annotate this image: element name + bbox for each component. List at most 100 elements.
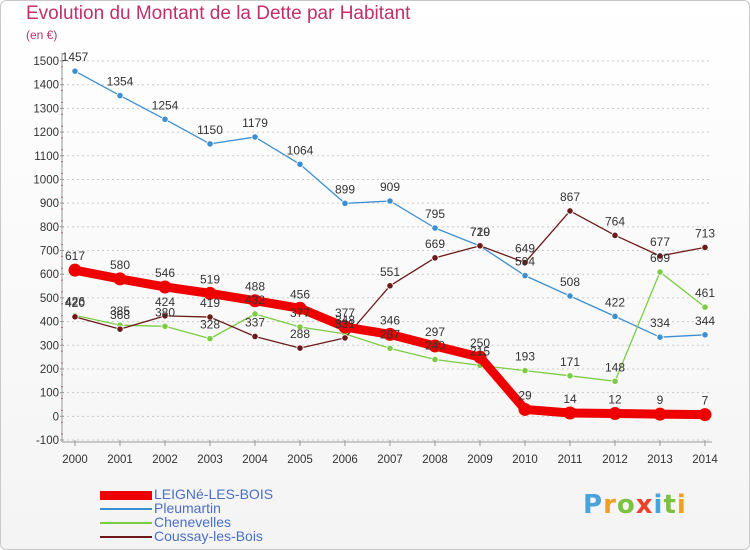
legend-swatch	[100, 508, 152, 510]
data-point	[431, 254, 439, 262]
data-point	[161, 312, 169, 320]
data-label: 456	[290, 287, 310, 301]
data-point	[563, 406, 577, 420]
data-label: 713	[695, 226, 715, 240]
data-point	[158, 280, 172, 294]
data-point	[611, 231, 619, 239]
data-label: 215	[470, 344, 490, 358]
x-tick-label: 2012	[602, 454, 628, 466]
x-tick-label: 2010	[512, 454, 538, 466]
data-label: 424	[155, 295, 175, 309]
x-tick-label: 2001	[107, 454, 133, 466]
data-label: 909	[380, 180, 400, 194]
data-point	[608, 406, 622, 420]
data-point	[656, 333, 664, 341]
data-label: 1457	[62, 50, 89, 64]
data-label: 334	[650, 316, 670, 330]
data-point	[566, 207, 574, 215]
data-label: 649	[515, 242, 535, 256]
data-label: 193	[515, 350, 535, 364]
grid	[62, 60, 712, 441]
logo-letter: i	[653, 490, 664, 520]
legend-label: Pleumartin	[154, 500, 221, 516]
data-label: 385	[110, 304, 130, 318]
data-label: 594	[515, 255, 535, 269]
data-label: 795	[425, 207, 445, 221]
data-label: 331	[335, 317, 355, 331]
data-label: 488	[245, 280, 265, 294]
data-point	[476, 242, 484, 250]
data-label: 1179	[242, 116, 268, 130]
legend-label: Coussay-les-Bois	[154, 528, 263, 544]
data-label: 287	[380, 327, 400, 341]
y-tick-label: 700	[40, 246, 59, 258]
data-label: 377	[290, 306, 310, 320]
data-point	[431, 224, 439, 232]
y-tick-label: 100	[40, 388, 59, 400]
data-point	[251, 133, 259, 141]
y-axis-unit-label: (en €)	[26, 28, 58, 42]
data-label: 669	[425, 237, 445, 251]
data-point	[518, 402, 532, 416]
x-tick-label: 2014	[692, 454, 718, 466]
data-point	[473, 350, 487, 364]
data-label: 719	[470, 225, 490, 239]
data-label: 297	[425, 325, 445, 339]
data-point	[428, 339, 442, 353]
x-tick-label: 2007	[377, 454, 403, 466]
legend-swatch	[100, 491, 152, 500]
y-tick-label: 200	[40, 364, 59, 376]
data-label: 677	[650, 235, 670, 249]
x-tick-label: 2000	[62, 454, 88, 466]
x-tick-label: 2008	[422, 454, 448, 466]
data-label: 328	[200, 318, 220, 332]
data-point	[113, 272, 127, 286]
data-point	[296, 323, 304, 331]
y-tick-label: 1200	[33, 127, 59, 139]
data-label: 337	[245, 315, 265, 329]
data-point	[71, 67, 79, 75]
data-point	[656, 268, 664, 276]
data-label: 461	[695, 286, 715, 300]
data-label: 422	[605, 295, 625, 309]
data-label: 380	[155, 305, 175, 319]
logo-letter: t	[663, 490, 677, 520]
data-point	[248, 294, 262, 308]
x-tick-label: 2005	[287, 454, 313, 466]
data-point	[653, 407, 667, 421]
data-point	[521, 366, 529, 375]
data-point	[566, 372, 574, 380]
data-label: 899	[335, 182, 355, 196]
data-label: 14	[563, 392, 577, 406]
logo-letter: r	[603, 490, 617, 520]
data-point	[521, 272, 529, 280]
data-label: 9	[657, 393, 664, 407]
data-point	[566, 292, 574, 300]
data-point	[431, 355, 439, 364]
data-point	[116, 91, 124, 100]
data-label: 288	[290, 327, 310, 341]
data-label: 551	[380, 265, 400, 279]
data-point	[296, 344, 304, 352]
data-label: 546	[155, 266, 175, 280]
legend-label: LEIGNé-LES-BOIS	[154, 486, 274, 502]
data-label: 580	[110, 258, 130, 272]
data-point	[338, 320, 352, 334]
data-label: 432	[245, 293, 265, 307]
data-point	[698, 408, 712, 422]
data-labels: 617 580 546 519 488 456 377 346 297 250 29 14 12 9 7 14…	[62, 50, 716, 407]
data-label: 348	[335, 313, 355, 327]
x-tick-label: 2003	[197, 454, 223, 466]
data-point	[383, 327, 397, 341]
x-tick-label: 2009	[467, 454, 493, 466]
data-label: 617	[65, 249, 85, 263]
data-label: 148	[605, 360, 625, 374]
y-tick-label: 300	[40, 340, 59, 352]
y-tick-label: 1000	[33, 174, 59, 186]
data-point	[206, 313, 214, 321]
logo-letter: o	[616, 490, 636, 520]
y-tick-label: 1400	[33, 80, 59, 92]
data-point	[161, 115, 169, 123]
data-point	[386, 282, 394, 290]
